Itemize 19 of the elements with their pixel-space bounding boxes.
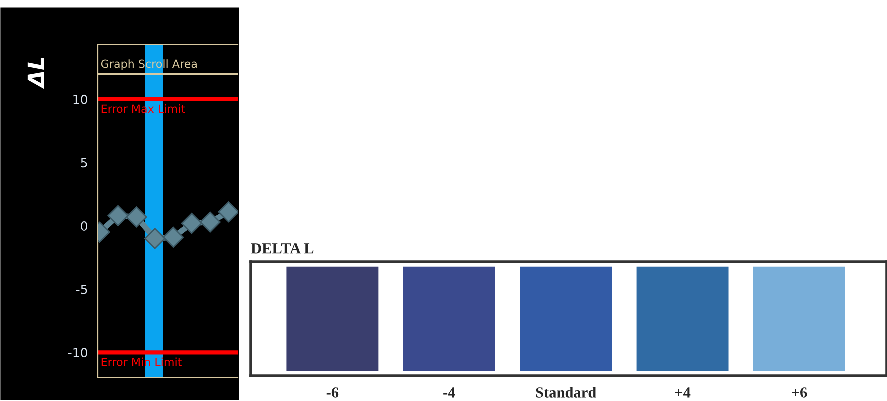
y-axis-title: ΔL	[28, 58, 44, 90]
category-label: Standard	[536, 387, 596, 398]
category-label: +6	[792, 388, 808, 398]
point	[126, 206, 148, 228]
point	[218, 202, 238, 223]
point	[108, 205, 129, 226]
y-tick-label: 5	[81, 158, 88, 168]
point	[200, 212, 221, 233]
point	[144, 228, 166, 250]
point	[181, 213, 202, 234]
y-tick-label: 0	[81, 222, 88, 231]
y-tick-label: 10	[74, 94, 88, 104]
y-tick-label: -10	[68, 348, 88, 358]
category-label: +4	[675, 388, 691, 398]
text: DELTA L	[251, 244, 314, 254]
category-label: -4	[444, 388, 456, 398]
category-label: -6	[326, 388, 339, 398]
point	[163, 226, 184, 248]
y-tick-label: -5	[76, 285, 88, 294]
